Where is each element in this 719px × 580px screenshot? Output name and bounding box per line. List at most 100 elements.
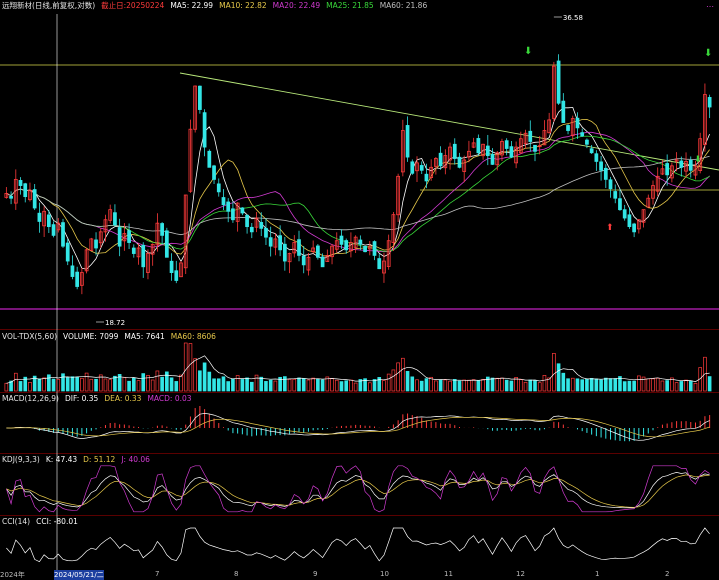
candle-body xyxy=(405,125,410,158)
volume-bar xyxy=(207,371,212,392)
volume-bar xyxy=(481,378,485,392)
macd-title[interactable]: MACD(12,26,9) xyxy=(2,394,59,403)
pane-separator xyxy=(0,515,719,516)
volume-bar xyxy=(103,378,108,392)
volume-bar xyxy=(523,381,528,392)
candle-body xyxy=(160,223,164,236)
candle-body xyxy=(18,180,23,186)
candle-body xyxy=(613,191,618,199)
volume-bar xyxy=(504,379,509,392)
candle-body xyxy=(249,226,254,233)
candle-body xyxy=(235,202,240,222)
kdj-title[interactable]: KDJ(9,3,3) xyxy=(2,455,40,464)
volume-bar xyxy=(141,373,146,392)
candle-body xyxy=(523,132,528,144)
candle-body xyxy=(108,209,113,221)
volume-bar xyxy=(9,380,13,392)
candle-body xyxy=(127,230,131,243)
candle-body xyxy=(415,162,419,172)
stock-name[interactable]: 远翔新材(日线,前复权,对数) xyxy=(2,1,96,10)
volume-bar xyxy=(703,356,707,392)
volume-bar xyxy=(23,376,28,392)
vol-title[interactable]: VOL-TDX(5,60) xyxy=(2,332,58,341)
candle-body xyxy=(113,212,117,226)
ma10-label: MA10: 22.82 xyxy=(219,1,267,10)
candle-body xyxy=(75,271,80,287)
volume-bar xyxy=(249,381,254,392)
volume-bar xyxy=(594,378,599,392)
x-axis-tick: 10 xyxy=(380,570,389,578)
candle-body xyxy=(51,224,56,236)
volume-bar xyxy=(627,380,632,392)
candle-body xyxy=(80,272,84,286)
candle-body xyxy=(301,255,306,266)
volume-bar xyxy=(514,377,518,392)
candle-body xyxy=(339,235,344,245)
volume-bar xyxy=(136,380,141,392)
volume-bar xyxy=(226,381,231,392)
candle-body xyxy=(518,138,523,154)
volume-bar xyxy=(599,379,603,392)
cutoff-date: 截止日:20250224 xyxy=(101,1,165,10)
volume-bar xyxy=(410,376,415,392)
kdj-k: K: 47.43 xyxy=(45,455,78,464)
vol-ma5: MA5: 7641 xyxy=(124,332,165,341)
candle-body xyxy=(594,153,599,162)
candle-body xyxy=(212,165,216,180)
volume-bar xyxy=(537,382,542,392)
candle-body xyxy=(641,209,646,223)
volume-bar xyxy=(165,371,169,392)
volume-bar xyxy=(570,377,575,392)
candle-body xyxy=(264,227,268,238)
x-axis-tick: 2024年 xyxy=(0,571,25,579)
candle-body xyxy=(467,150,471,158)
candle-body xyxy=(207,150,212,168)
candle-body xyxy=(504,140,509,149)
volume-bar xyxy=(391,369,396,392)
candle-body xyxy=(476,138,481,154)
volume-bar xyxy=(674,382,679,392)
candle-body xyxy=(377,258,382,270)
main-header: 远翔新材(日线,前复权,对数) 截止日:20250224 MA5: 22.99 … xyxy=(0,0,427,12)
ma20-label: MA20: 22.49 xyxy=(272,1,321,10)
macd-dea: DEA: 0.33 xyxy=(104,394,142,403)
volume-bar xyxy=(297,377,301,392)
volume-bar xyxy=(552,353,556,392)
volume-bar xyxy=(98,374,103,392)
volume-bar xyxy=(646,378,651,392)
volume-bar xyxy=(193,358,197,392)
candle-body xyxy=(485,145,490,157)
candle-body xyxy=(391,214,396,243)
candle-body xyxy=(353,236,358,248)
candle-body xyxy=(240,207,245,214)
volume-bar xyxy=(547,377,551,392)
volume-bar xyxy=(495,377,500,392)
volume-bar xyxy=(61,373,65,392)
candle-body xyxy=(231,208,235,221)
candle-body xyxy=(89,238,94,251)
candle-body xyxy=(429,166,434,178)
up-arrow-red-icon: ⬆ xyxy=(606,223,614,233)
candle-body xyxy=(367,245,372,250)
ma5-label: MA5: 22.99 xyxy=(170,1,214,10)
candle-body xyxy=(287,253,292,263)
down-arrow-green-icon: ⬇ xyxy=(694,155,702,165)
candle-body xyxy=(707,97,712,108)
volume-bar xyxy=(467,379,471,392)
volume-bar xyxy=(670,377,674,392)
candle-body xyxy=(193,85,198,130)
candle-body xyxy=(585,139,589,145)
volume-bar xyxy=(221,376,226,392)
volume-bar xyxy=(471,379,476,392)
volume-bar xyxy=(150,379,155,392)
candle-body xyxy=(509,146,514,158)
volume-bar xyxy=(476,380,481,392)
cci-title[interactable]: CCI(14) xyxy=(2,517,31,526)
candle-body xyxy=(334,240,339,250)
volume-bar xyxy=(155,370,160,392)
volume-bar xyxy=(216,378,221,392)
volume-bar xyxy=(268,379,273,392)
volume-bar xyxy=(131,377,136,392)
candle-body xyxy=(542,130,547,146)
